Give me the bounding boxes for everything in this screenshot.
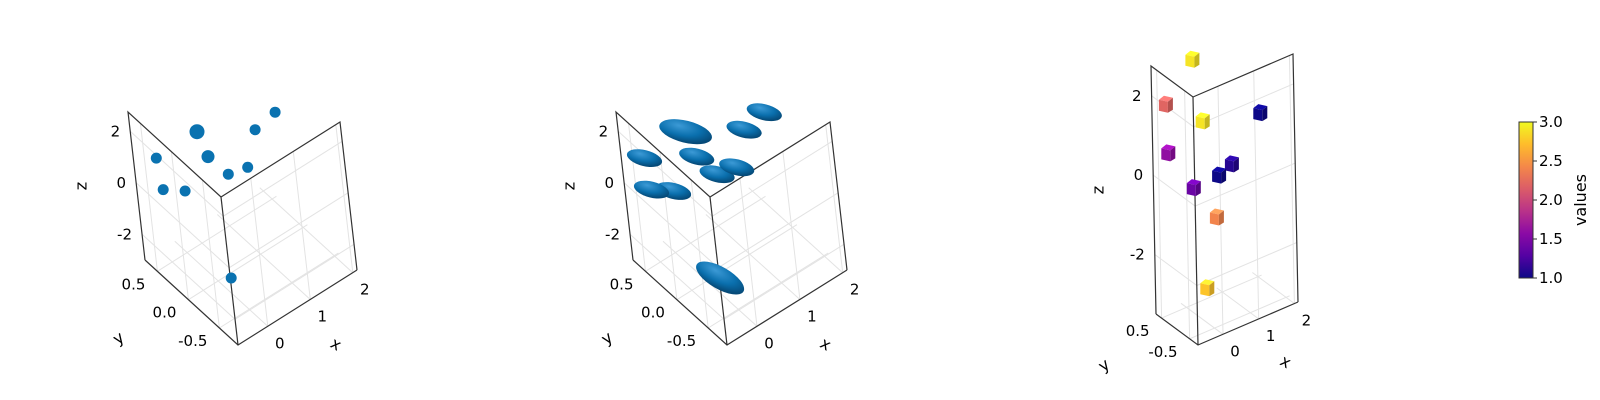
x-tick-label: 0	[1230, 342, 1240, 360]
x-tick-label: 2	[360, 281, 370, 299]
data-point-ellipsoid	[696, 261, 745, 295]
y-axis-label: y	[109, 327, 128, 348]
x-tick-label: 1	[1266, 327, 1276, 345]
axis-labels: z x y	[72, 182, 346, 355]
scatter-panel-spheres: -2 0 2 0 1 2 0.5 0.0-0.5 z x y	[72, 106, 370, 355]
data-point-ellipsoid	[626, 149, 663, 168]
colorbar-tick-label: 3.0	[1539, 113, 1563, 131]
data-markers	[626, 103, 782, 295]
data-point-ellipsoid	[679, 147, 715, 166]
colorbar-tick-label: 2.0	[1539, 191, 1563, 209]
y-tick-label: 0.5	[610, 275, 634, 293]
z-tick-label: 2	[1132, 87, 1142, 105]
x-axis-label: x	[817, 333, 835, 354]
data-point-cube	[1158, 95, 1173, 113]
data-point-cube	[1212, 166, 1227, 184]
data-point-cube	[1224, 155, 1239, 173]
z-tick-label: 0	[1134, 166, 1144, 184]
y-tick-label: 0.0	[641, 304, 665, 322]
data-point-cube	[1253, 104, 1268, 122]
data-point-sphere	[150, 152, 162, 164]
colorbar: 1.0 1.5 2.0 2.5 3.0 values	[1518, 113, 1590, 287]
tick-labels: -2 0 2 0 1 2 0.5 0.0-0.5	[599, 122, 860, 352]
grid-lines	[617, 123, 845, 329]
data-markers	[150, 106, 281, 284]
z-axis-label: z	[1089, 186, 1108, 194]
data-point-ellipsoid	[746, 103, 782, 122]
scatter-panel-cubes: -2 0 2 0 1 2 0.5 -0.5 z x y	[1089, 50, 1311, 375]
colorbar-tick-label: 1.0	[1539, 269, 1563, 287]
data-point-ellipsoid	[659, 119, 712, 145]
z-tick-label: 0	[605, 174, 615, 192]
data-point-cube	[1185, 50, 1200, 68]
data-point-cube	[1195, 112, 1210, 130]
z-tick-label: 0	[117, 174, 127, 192]
data-point-sphere	[222, 168, 234, 180]
colorbar-tick-label: 2.5	[1539, 152, 1563, 170]
data-point-cube	[1200, 279, 1215, 297]
x-tick-label: 1	[807, 308, 817, 326]
grid-lines	[1151, 55, 1297, 340]
y-axis-label: y	[1095, 354, 1114, 375]
x-tick-label: 2	[850, 281, 860, 299]
z-axis-label: z	[72, 182, 91, 190]
y-axis-label: y	[598, 327, 617, 348]
z-tick-label: 2	[111, 122, 121, 140]
data-point-ellipsoid	[726, 120, 762, 139]
scatter-panel-ellipsoids: -2 0 2 0 1 2 0.5 0.0-0.5 z x y	[560, 103, 860, 355]
data-point-sphere	[201, 150, 215, 164]
data-point-ellipsoid	[719, 158, 755, 177]
data-point-sphere	[242, 161, 254, 173]
x-tick-label: 2	[1302, 312, 1312, 330]
tick-labels: -2 0 2 0 1 2 0.5 -0.5	[1126, 87, 1311, 361]
x-tick-label: 0	[764, 334, 774, 352]
data-point-cube	[1209, 208, 1224, 226]
x-tick-label: 0	[275, 334, 285, 352]
y-tick-label: -0.5	[667, 332, 696, 350]
tick-labels: -2 0 2 0 1 2 0.5 0.0-0.5	[111, 122, 370, 352]
x-tick-label: 1	[318, 308, 328, 326]
data-markers	[1158, 50, 1268, 297]
x-axis-label: x	[327, 333, 345, 354]
grid-lines	[129, 123, 355, 329]
y-tick-label: 0.5	[1126, 322, 1150, 340]
y-tick-label: 0.5	[122, 275, 146, 293]
colorbar-gradient	[1518, 121, 1534, 279]
z-tick-label: -2	[605, 225, 620, 243]
z-tick-label: -2	[117, 225, 132, 243]
data-point-sphere	[157, 184, 169, 196]
y-tick-label: 0.0	[153, 304, 177, 322]
y-tick-label: -0.5	[1148, 343, 1177, 361]
axes-frame	[1150, 53, 1299, 346]
colorbar-tick-label: 1.5	[1539, 230, 1563, 248]
data-point-sphere	[189, 124, 205, 140]
data-point-sphere	[179, 185, 191, 197]
z-tick-label: -2	[1130, 246, 1145, 264]
data-point-sphere	[269, 106, 281, 118]
colorbar-label: values	[1571, 174, 1590, 226]
y-tick-label: -0.5	[178, 332, 207, 350]
data-point-ellipsoid	[633, 180, 670, 199]
axes-frame	[127, 110, 358, 346]
data-point-cube	[1186, 179, 1201, 197]
data-point-sphere	[249, 124, 261, 136]
data-point-sphere	[225, 272, 237, 284]
data-point-cube	[1161, 144, 1176, 162]
z-axis-label: z	[560, 182, 579, 190]
x-axis-label: x	[1277, 351, 1295, 372]
z-tick-label: 2	[599, 122, 609, 140]
